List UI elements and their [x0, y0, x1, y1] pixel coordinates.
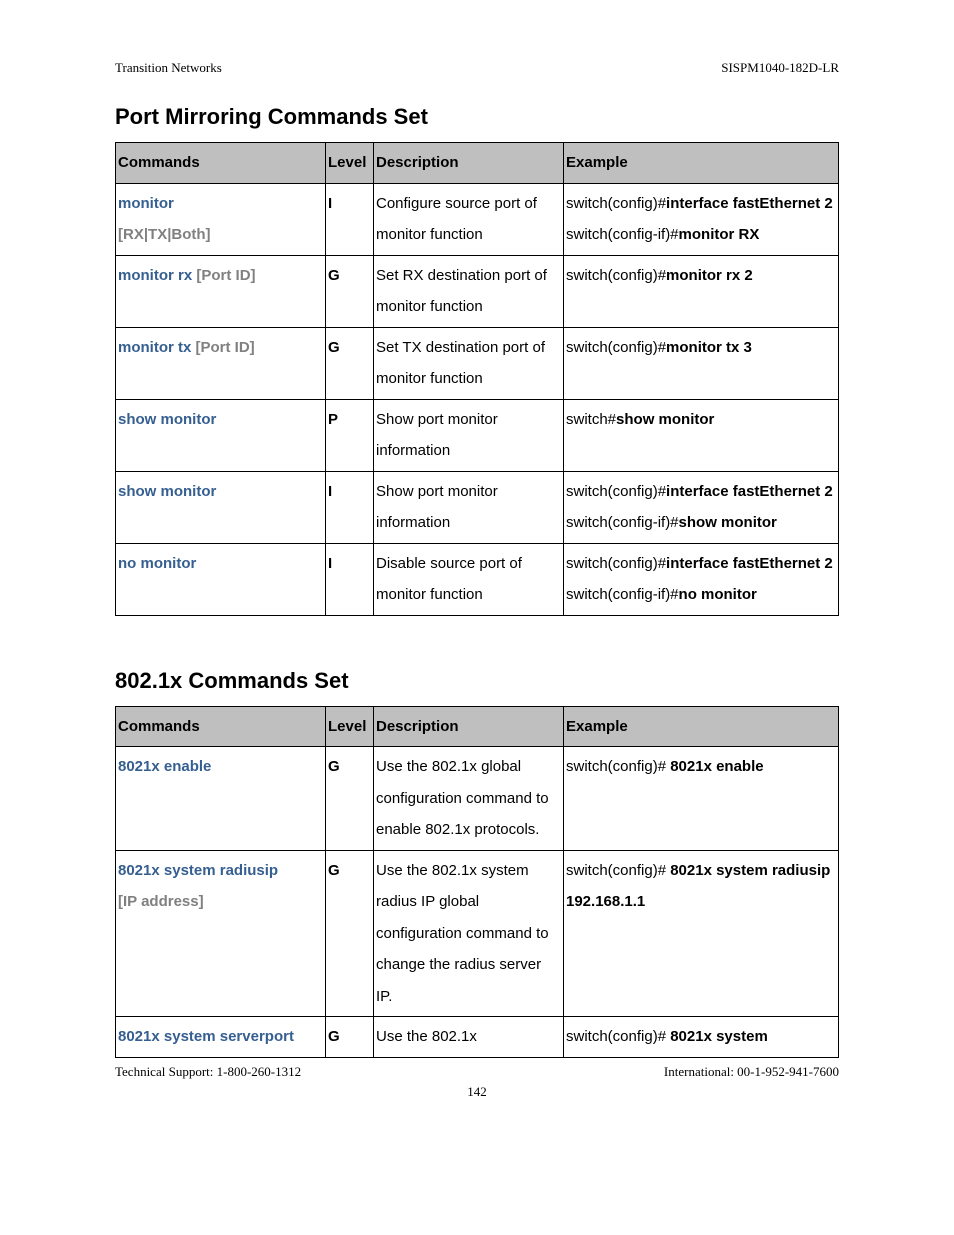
cell-description: Use the 802.1x	[374, 1017, 564, 1058]
cell-description: Configure source port of monitor functio…	[374, 183, 564, 255]
table-header-row: Commands Level Description Example	[116, 706, 839, 747]
cell-example: switch(config)#interface fastEthernet 2s…	[564, 471, 839, 543]
table-row: monitor[RX|TX|Both]IConfigure source por…	[116, 183, 839, 255]
cell-command: show monitor	[116, 399, 326, 471]
section2-title: 802.1x Commands Set	[115, 668, 839, 694]
cell-command: no monitor	[116, 543, 326, 615]
cell-level: I	[326, 183, 374, 255]
section1-title: Port Mirroring Commands Set	[115, 104, 839, 130]
cell-command: monitor rx [Port ID]	[116, 255, 326, 327]
th-level: Level	[326, 143, 374, 184]
cell-level: G	[326, 850, 374, 1017]
cell-command: 8021x enable	[116, 747, 326, 851]
th-description: Description	[374, 143, 564, 184]
th-example: Example	[564, 143, 839, 184]
cell-example: switch(config)#monitor rx 2	[564, 255, 839, 327]
table-row: show monitorPShow port monitor informati…	[116, 399, 839, 471]
cell-example: switch(config)# 8021x enable	[564, 747, 839, 851]
th-example: Example	[564, 706, 839, 747]
cell-level: I	[326, 543, 374, 615]
cell-example: switch#show monitor	[564, 399, 839, 471]
cell-example: switch(config)#monitor tx 3	[564, 327, 839, 399]
cell-command: 8021x system serverport	[116, 1017, 326, 1058]
cell-description: Use the 802.1x global configuration comm…	[374, 747, 564, 851]
th-commands: Commands	[116, 143, 326, 184]
cell-level: G	[326, 1017, 374, 1058]
cell-level: G	[326, 327, 374, 399]
cell-example: switch(config)#interface fastEthernet 2s…	[564, 183, 839, 255]
cell-command: monitor tx [Port ID]	[116, 327, 326, 399]
cell-description: Show port monitor information	[374, 471, 564, 543]
cell-level: G	[326, 747, 374, 851]
page-header: Transition Networks SISPM1040-182D-LR	[115, 60, 839, 76]
page-number: 142	[115, 1084, 839, 1100]
cell-description: Disable source port of monitor function	[374, 543, 564, 615]
footer-right: International: 00-1-952-941-7600	[664, 1064, 839, 1080]
cell-example: switch(config)#interface fastEthernet 2s…	[564, 543, 839, 615]
cell-example: switch(config)# 8021x system radiusip 19…	[564, 850, 839, 1017]
cell-description: Set TX destination port of monitor funct…	[374, 327, 564, 399]
th-level: Level	[326, 706, 374, 747]
cell-command: 8021x system radiusip[IP address]	[116, 850, 326, 1017]
cell-description: Set RX destination port of monitor funct…	[374, 255, 564, 327]
cell-example: switch(config)# 8021x system	[564, 1017, 839, 1058]
cell-command: monitor[RX|TX|Both]	[116, 183, 326, 255]
header-right: SISPM1040-182D-LR	[721, 60, 839, 76]
table-row: show monitorIShow port monitor informati…	[116, 471, 839, 543]
cell-level: P	[326, 399, 374, 471]
table-row: 8021x system radiusip[IP address]GUse th…	[116, 850, 839, 1017]
th-commands: Commands	[116, 706, 326, 747]
cell-description: Use the 802.1x system radius IP global c…	[374, 850, 564, 1017]
page-footer: Technical Support: 1-800-260-1312 Intern…	[115, 1064, 839, 1080]
cell-description: Show port monitor information	[374, 399, 564, 471]
port-mirroring-table: Commands Level Description Example monit…	[115, 142, 839, 616]
header-left: Transition Networks	[115, 60, 222, 76]
cell-level: I	[326, 471, 374, 543]
table-row: 8021x system serverportGUse the 802.1xsw…	[116, 1017, 839, 1058]
table-row: 8021x enableGUse the 802.1x global confi…	[116, 747, 839, 851]
cell-command: show monitor	[116, 471, 326, 543]
th-description: Description	[374, 706, 564, 747]
cell-level: G	[326, 255, 374, 327]
table-row: no monitorIDisable source port of monito…	[116, 543, 839, 615]
table-header-row: Commands Level Description Example	[116, 143, 839, 184]
8021x-table: Commands Level Description Example 8021x…	[115, 706, 839, 1058]
footer-left: Technical Support: 1-800-260-1312	[115, 1064, 301, 1080]
table-row: monitor rx [Port ID]GSet RX destination …	[116, 255, 839, 327]
table-row: monitor tx [Port ID]GSet TX destination …	[116, 327, 839, 399]
